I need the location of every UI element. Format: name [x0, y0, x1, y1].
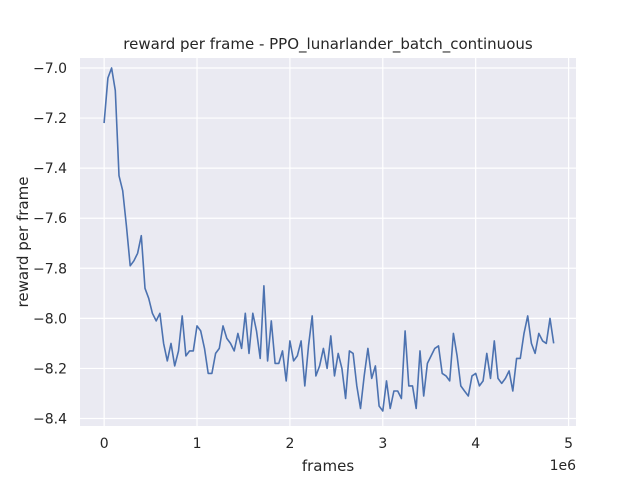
grid: [80, 58, 576, 426]
y-tick-labels: −7.0 −7.2 −7.4 −7.6 −7.8 −8.0 −8.2 −8.4: [33, 61, 67, 427]
y-tick-label: −8.2: [33, 361, 67, 377]
y-tick-label: −8.0: [33, 311, 67, 327]
x-tick-label: 0: [100, 436, 109, 452]
y-tick-label: −7.0: [33, 61, 67, 77]
x-tick-label: 5: [564, 436, 573, 452]
x-tick-label: 3: [378, 436, 387, 452]
y-tick-label: −7.8: [33, 261, 67, 277]
series-line: [103, 67, 555, 412]
y-tick-label: −7.2: [33, 111, 67, 127]
x-offset-label: 1e6: [550, 458, 577, 474]
y-tick-label: −8.4: [33, 411, 67, 427]
x-tick-label: 1: [193, 436, 202, 452]
chart-title: reward per frame - PPO_lunarlander_batch…: [123, 35, 533, 54]
y-axis-label: reward per frame: [14, 177, 32, 308]
y-tick-label: −7.4: [33, 161, 67, 177]
x-tick-label: 4: [471, 436, 480, 452]
plot-area: [80, 58, 576, 426]
x-axis-label: frames: [302, 457, 354, 475]
x-tick-label: 2: [285, 436, 294, 452]
y-tick-label: −7.6: [33, 211, 67, 227]
x-tick-labels: 0 1 2 3 4 5: [100, 436, 573, 452]
